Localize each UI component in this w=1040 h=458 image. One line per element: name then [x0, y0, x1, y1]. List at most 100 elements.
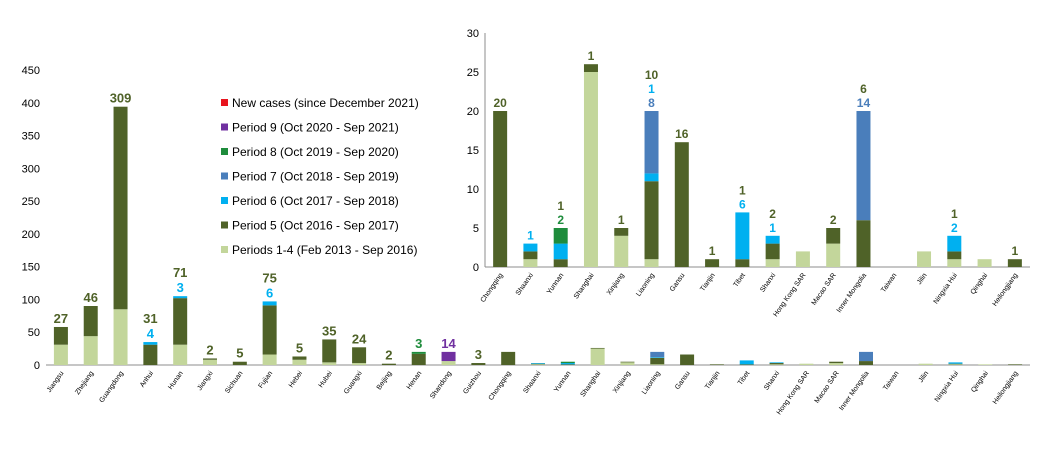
main-data-label-anhui: 4 [147, 326, 155, 341]
legend-swatch-period-5-oct-2016-sep-2017 [221, 221, 228, 229]
inset-bar-ningxia-hui-periods-1-4-feb-2013-sep-2016 [947, 259, 962, 267]
main-bar-hubei-period-5-oct-2016-sep-2017 [322, 339, 337, 363]
inset-category-label-tianjin: Tianjin [699, 272, 716, 293]
inset-data-label-yunnan: 2 [557, 213, 564, 227]
inset-data-label-ningxia-hui: 2 [951, 221, 958, 235]
main-y-tick-label: 250 [22, 196, 40, 208]
inset-bar-xinjiang-period-5-oct-2016-sep-2017 [614, 228, 629, 236]
main-bar-shanghai-periods-1-4-feb-2013-sep-2016 [590, 348, 605, 365]
main-data-label-sichuan: 5 [236, 346, 243, 361]
main-data-label-anhui: 31 [143, 311, 157, 326]
inset-bar-heilongjiang-period-5-oct-2016-sep-2017 [1007, 259, 1022, 267]
main-data-label-guangdong: 309 [110, 91, 132, 106]
main-bar-macao-sar-period-5-oct-2016-sep-2017 [829, 361, 844, 364]
legend-label-period-6-oct-2017-sep-2018: Period 6 (Oct 2017 - Sep 2018) [232, 194, 399, 208]
inset-category-label-yunnan: Yunnan [546, 272, 565, 296]
main-bar-liaoning-period-5-oct-2016-sep-2017 [650, 357, 665, 365]
inset-category-label-hong-kong-sar: Hong Kong SAR [772, 272, 807, 318]
main-bar-shaanxi-periods-1-4-feb-2013-sep-2016 [531, 364, 545, 365]
legend-swatch-period-6-oct-2017-sep-2018 [221, 197, 228, 204]
main-bar-shaanxi-period-6-oct-2017-sep-2018 [531, 363, 545, 364]
main-data-label-beijing: 2 [385, 348, 392, 363]
inset-bar-inner-mongolia-period-5-oct-2016-sep-2017 [856, 220, 871, 267]
inset-category-label-shanghai: Shanghai [573, 272, 596, 301]
main-bar-hunan-period-6-oct-2017-sep-2018 [173, 296, 188, 299]
inset-category-label-qinghai: Qinghai [970, 272, 990, 296]
main-bar-jiangsu-period-5-oct-2016-sep-2017 [53, 326, 68, 345]
main-category-label-inner-mongolia: Inner Mongolia [838, 370, 870, 412]
legend-label-periods-1-4-feb-2013-sep-2016: Periods 1-4 (Feb 2013 - Sep 2016) [232, 243, 417, 257]
main-bar-ningxia-hui-periods-1-4-feb-2013-sep-2016 [948, 364, 963, 365]
main-data-label-guangxi: 24 [352, 331, 367, 346]
main-data-label-hebei: 5 [296, 340, 303, 355]
inset-bar-gansu-period-5-oct-2016-sep-2017 [674, 142, 689, 267]
main-category-label-fujian: Fujian [258, 370, 275, 390]
main-data-label-guizhou: 3 [475, 347, 482, 362]
inset-bar-tibet-period-5-oct-2016-sep-2017 [735, 259, 750, 267]
main-y-tick-label: 350 [22, 131, 40, 143]
main-bar-hong-kong-sar-periods-1-4-feb-2013-sep-2016 [799, 363, 814, 365]
inset-data-label-gansu: 16 [675, 127, 689, 141]
legend-swatch-period-8-oct-2019-sep-2020 [221, 148, 228, 155]
inset-y-tick-label: 5 [473, 223, 479, 235]
inset-category-label-tibet: Tibet [732, 272, 747, 289]
inset-bar-ningxia-hui-period-6-oct-2017-sep-2018 [947, 235, 962, 252]
main-category-label-jiangsu: Jiangsu [46, 370, 66, 394]
main-bar-fujian-period-6-oct-2017-sep-2018 [262, 301, 277, 306]
main-bar-hunan-periods-1-4-feb-2013-sep-2016 [173, 344, 188, 365]
inset-y-tick-label: 20 [467, 106, 479, 118]
main-data-label-fujian: 6 [266, 285, 273, 300]
inset-bar-macao-sar-period-5-oct-2016-sep-2017 [826, 228, 841, 244]
main-data-label-shandong: 14 [441, 336, 456, 351]
inset-bar-liaoning-periods-1-4-feb-2013-sep-2016 [644, 259, 659, 267]
inset-data-label-heilongjiang: 1 [1012, 244, 1019, 258]
main-category-label-hubei: Hubei [318, 370, 334, 389]
inset-y-tick-label: 10 [467, 184, 479, 196]
main-y-tick-label: 300 [22, 163, 40, 175]
inset-bar-tianjin-period-5-oct-2016-sep-2017 [705, 259, 720, 267]
inset-category-label-taiwan: Taiwan [880, 272, 898, 294]
main-bar-jiangxi-periods-1-4-feb-2013-sep-2016 [203, 359, 217, 365]
main-category-label-chongqing: Chongqing [488, 370, 513, 402]
main-category-label-jiangxi: Jiangxi [196, 370, 214, 392]
main-y-tick-label: 0 [34, 360, 40, 372]
inset-bar-yunnan-period-8-oct-2019-sep-2020 [553, 228, 568, 244]
main-data-label-henan: 3 [415, 336, 422, 351]
main-bar-fujian-period-5-oct-2016-sep-2017 [262, 305, 277, 355]
chart-legend: New cases (since December 2021) Period 9 … [221, 96, 419, 257]
inset-data-label-chongqing: 20 [493, 96, 507, 110]
inset-data-label-tianjin: 1 [709, 244, 716, 258]
inset-bar-shaanxi-periods-1-4-feb-2013-sep-2016 [523, 259, 538, 267]
main-bar-macao-sar-periods-1-4-feb-2013-sep-2016 [829, 363, 844, 365]
inset-category-label-chongqing: Chongqing [480, 272, 505, 304]
main-category-label-tibet: Tibet [737, 370, 752, 387]
inset-bar-liaoning-period-6-oct-2017-sep-2018 [644, 173, 659, 182]
main-bar-shanxi-period-6-oct-2017-sep-2018 [769, 362, 784, 364]
main-bar-beijing-period-5-oct-2016-sep-2017 [381, 363, 396, 365]
main-bar-xinjiang-period-5-oct-2016-sep-2017 [620, 361, 635, 363]
main-bar-fujian-periods-1-4-feb-2013-sep-2016 [262, 354, 277, 365]
main-data-label-fujian: 75 [262, 270, 276, 285]
main-category-label-qinghai: Qinghai [970, 370, 990, 394]
main-category-label-heilongjiang: Heilongjiang [992, 370, 1020, 406]
main-category-label-yunnan: Yunnan [553, 370, 572, 394]
inset-data-label-inner-mongolia: 6 [860, 82, 867, 96]
inset-data-label-macao-sar: 2 [830, 213, 837, 227]
inset-y-tick-label: 25 [467, 67, 479, 79]
main-bar-henan-period-8-oct-2019-sep-2020 [411, 351, 426, 354]
main-y-tick-label: 150 [22, 262, 40, 274]
main-data-label-jiangxi: 2 [206, 342, 213, 357]
main-category-label-jilin: Jilin [918, 370, 931, 384]
inset-bar-tibet-period-6-oct-2017-sep-2018 [735, 212, 750, 260]
main-bar-yunnan-period-5-oct-2016-sep-2017 [560, 364, 575, 365]
inset-data-label-liaoning: 8 [648, 96, 655, 110]
main-bar-guangxi-periods-1-4-feb-2013-sep-2016 [352, 363, 367, 365]
main-y-tick-label: 450 [22, 65, 40, 77]
main-bar-zhejiang-periods-1-4-feb-2013-sep-2016 [83, 336, 98, 365]
inset-bar-hong-kong-sar-periods-1-4-feb-2013-sep-2016 [795, 251, 810, 267]
main-data-label-hunan: 71 [173, 265, 187, 280]
main-category-label-guizhou: Guizhou [462, 370, 483, 395]
legend-label-period-9-oct-2020-sep-2021: Period 9 (Oct 2020 - Sep 2021) [232, 121, 399, 135]
main-y-tick-label: 100 [22, 294, 40, 306]
inset-data-label-liaoning: 10 [645, 68, 659, 82]
